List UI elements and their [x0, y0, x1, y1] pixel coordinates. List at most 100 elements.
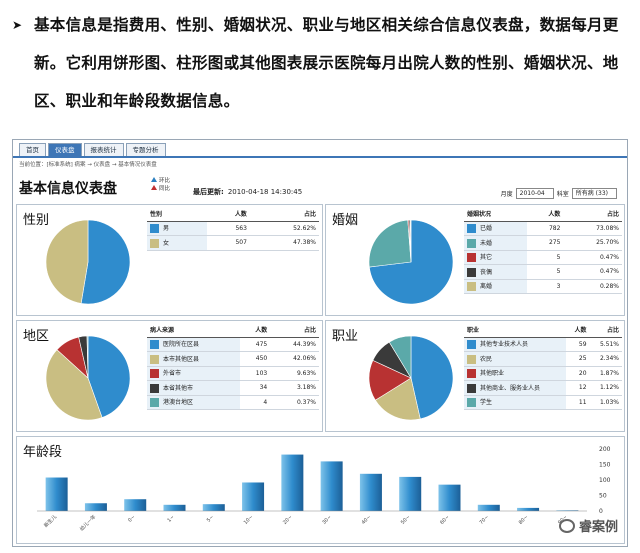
job-row-label-text: 学生: [480, 399, 493, 407]
marriage-row-label: 丧偶: [464, 264, 527, 280]
tab-home[interactable]: 首页: [19, 143, 46, 157]
age-y-tick-label: 100: [599, 477, 611, 484]
age-x-tick-label: 0~: [127, 514, 136, 523]
age-bar[interactable]: [163, 504, 186, 511]
age-x-tick-label: 幼儿一年: [78, 513, 97, 532]
marriage-pie-slice-4[interactable]: [409, 219, 412, 263]
legend-down-label: 同比: [159, 186, 171, 192]
table-row[interactable]: 外省市 103 9.63%: [147, 366, 319, 381]
table-row[interactable]: 未婚 275 25.70%: [464, 235, 622, 251]
age-bar[interactable]: [84, 503, 107, 511]
job-panel: 职业 职业 人数 占比 其他专业技术人员 59 5.51% 农民 25 2.34% 其他职业 20 1…: [325, 320, 625, 432]
dept-select[interactable]: 所有病 (33): [571, 188, 617, 199]
region-row-pct: 44.39%: [270, 337, 319, 352]
region-table-header: 病人来源 人数 占比: [147, 323, 319, 338]
gender-pie-chart: [45, 219, 131, 305]
region-row-count: 4: [239, 395, 271, 410]
table-row[interactable]: 医院所在区县 475 44.39%: [147, 337, 319, 352]
age-x-tick-label: 50~: [400, 514, 412, 526]
tab-underline: [13, 156, 627, 158]
table-row[interactable]: 其它 5 0.47%: [464, 250, 622, 265]
table-row[interactable]: 男 563 52.62%: [147, 221, 319, 236]
job-row-label: 其他商业、服务业人员: [464, 380, 567, 396]
job-header-2: 占比: [589, 323, 622, 338]
gender-panel: 性别 性别 人数 占比男 563 52.62% 女 507 47.38%: [16, 204, 323, 316]
month-select[interactable]: 2010-04: [515, 188, 554, 199]
job-row-count: 59: [566, 337, 590, 352]
table-row[interactable]: 学生 11 1.03%: [464, 395, 622, 410]
intro-paragraph: ➤ 基本信息是指费用、性别、婚姻状况、职业与地区相关综合信息仪表盘，数据每月更新…: [12, 6, 634, 120]
region-row-label-text: 本市其他区县: [163, 355, 200, 363]
age-bar[interactable]: [281, 454, 304, 511]
table-row[interactable]: 已婚 782 73.08%: [464, 221, 622, 236]
table-row[interactable]: 其他专业技术人员 59 5.51%: [464, 337, 622, 352]
gender-title: 性别: [23, 213, 50, 228]
top-tabs: 首页 仪表盘 报表统计 专题分析: [19, 143, 166, 157]
job-table-header: 职业 人数 占比: [464, 323, 622, 338]
age-x-tick-label: 60~: [439, 514, 451, 526]
age-bar[interactable]: [399, 476, 422, 511]
job-row-label: 其他专业技术人员: [464, 337, 567, 352]
table-row[interactable]: 其他职业 20 1.87%: [464, 366, 622, 381]
age-bar[interactable]: [320, 461, 343, 511]
table-row[interactable]: 港澳台地区 4 0.37%: [147, 395, 319, 410]
region-pie-slice-4[interactable]: [86, 335, 89, 379]
table-row[interactable]: 本省其他市 34 3.18%: [147, 380, 319, 396]
region-legend-swatch: [150, 340, 159, 350]
tab-dashboard[interactable]: 仪表盘: [48, 143, 82, 157]
age-bar[interactable]: [438, 484, 461, 511]
job-pie-slice-0[interactable]: [410, 335, 454, 420]
job-row-count: 25: [566, 351, 590, 367]
table-row[interactable]: 本市其他区县 450 42.06%: [147, 351, 319, 367]
gender-table: 性别 人数 占比男 563 52.62% 女 507 47.38%: [147, 207, 319, 251]
age-bar[interactable]: [359, 473, 382, 511]
age-bar[interactable]: [124, 499, 147, 511]
table-row[interactable]: 农民 25 2.34%: [464, 351, 622, 367]
table-row[interactable]: 丧偶 5 0.47%: [464, 264, 622, 280]
updated-value: 2010-04-18 14:30:45: [227, 188, 303, 196]
tab-reports[interactable]: 报表统计: [83, 143, 124, 157]
age-bar[interactable]: [242, 482, 265, 511]
marriage-row-pct: 73.08%: [563, 221, 622, 236]
marriage-row-label-text: 其它: [480, 254, 493, 262]
page-title: 基本信息仪表盘: [19, 181, 117, 197]
table-row[interactable]: 其他商业、服务业人员 12 1.12%: [464, 380, 622, 396]
region-pie-slice-0[interactable]: [87, 335, 131, 418]
age-bar[interactable]: [477, 504, 500, 511]
age-bar[interactable]: [556, 510, 579, 511]
marriage-table: 婚姻状况 人数 占比 已婚 782 73.08% 未婚 275 25.70% 其它 5 0.47% 丧偶…: [464, 207, 622, 294]
marriage-header-2: 占比: [563, 207, 622, 222]
watermark-text: 睿案例: [578, 520, 618, 535]
age-bar[interactable]: [202, 504, 225, 511]
tab-analysis[interactable]: 专题分析: [125, 143, 166, 157]
age-x-tick-label: 40~: [361, 514, 373, 526]
region-row-pct: 3.18%: [270, 380, 319, 396]
age-y-tick-label: 50: [599, 493, 607, 500]
marriage-row-label-text: 丧偶: [480, 268, 493, 276]
gender-pie-slice-0[interactable]: [80, 219, 131, 305]
age-y-tick-label: 0: [599, 508, 603, 515]
gender-pie-slice-1[interactable]: [45, 219, 89, 304]
age-y-tick-label: 150: [599, 462, 611, 469]
gender-row-label-text: 男: [163, 225, 170, 233]
age-bar[interactable]: [45, 477, 68, 511]
region-pie-slice-1[interactable]: [45, 349, 103, 421]
job-row-label-text: 其他职业: [480, 370, 505, 378]
gender-legend-swatch: [150, 238, 159, 248]
age-bar[interactable]: [517, 507, 540, 511]
job-row-count: 12: [566, 380, 590, 396]
job-pie-slice-4[interactable]: [388, 335, 412, 380]
region-legend-swatch: [150, 369, 159, 379]
region-row-pct: 42.06%: [270, 351, 319, 367]
region-header-2: 占比: [270, 323, 319, 338]
table-row[interactable]: 女 507 47.38%: [147, 235, 319, 251]
marriage-pie-slice-1[interactable]: [368, 219, 412, 268]
region-row-label: 港澳台地区: [147, 395, 240, 410]
marriage-row-count: 782: [526, 221, 564, 236]
job-pie-slice-1[interactable]: [374, 377, 421, 421]
region-table: 病人来源 人数 占比 医院所在区县 475 44.39% 本市其他区县 450 42.06% 外省…: [147, 323, 319, 410]
gender-table-header: 性别 人数 占比: [147, 207, 319, 222]
table-row[interactable]: 离婚 3 0.28%: [464, 279, 622, 294]
job-row-count: 20: [566, 366, 590, 381]
job-row-label: 学生: [464, 395, 567, 410]
